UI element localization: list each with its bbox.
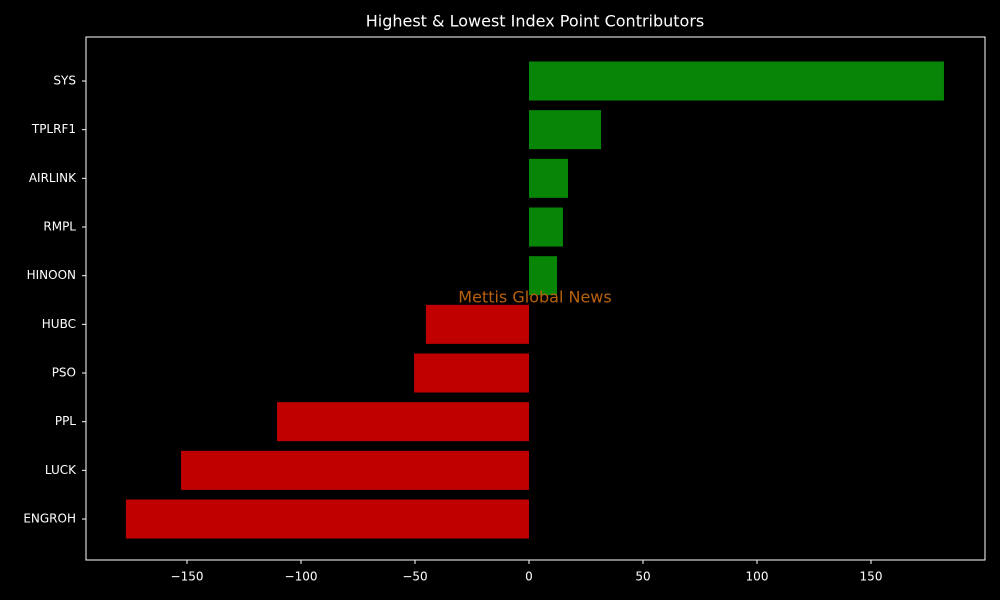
y-tick-label: PPL (55, 414, 76, 428)
x-tick-label: −50 (402, 570, 427, 584)
x-tick-label: −150 (171, 570, 204, 584)
x-tick-label: 100 (746, 570, 769, 584)
bar (529, 158, 568, 198)
x-tick-label: −100 (285, 570, 318, 584)
plot-frame (85, 36, 986, 561)
y-tick-label: LUCK (45, 463, 77, 477)
watermark: Mettis Global News (458, 288, 611, 307)
y-tick-label: ENGROH (23, 512, 76, 526)
bar (414, 353, 530, 393)
bar (425, 304, 530, 344)
x-tick-label: 150 (860, 570, 883, 584)
bar (125, 499, 530, 539)
bar (529, 61, 944, 101)
y-tick-label: TPLRF1 (31, 122, 76, 136)
x-tick-label: 50 (635, 570, 650, 584)
bar (529, 207, 563, 247)
y-tick-label: HINOON (27, 268, 76, 282)
y-tick-label: SYS (53, 74, 76, 88)
y-tick-label: PSO (52, 366, 76, 380)
chart-title: Highest & Lowest Index Point Contributor… (366, 12, 705, 31)
x-tick-label: 0 (525, 570, 533, 584)
y-tick-label: AIRLINK (29, 171, 77, 185)
y-tick-label: RMPL (43, 220, 76, 234)
bar (181, 450, 530, 490)
bar (277, 402, 530, 442)
bar (529, 110, 602, 150)
y-tick-label: HUBC (42, 317, 76, 331)
bar (529, 256, 558, 296)
